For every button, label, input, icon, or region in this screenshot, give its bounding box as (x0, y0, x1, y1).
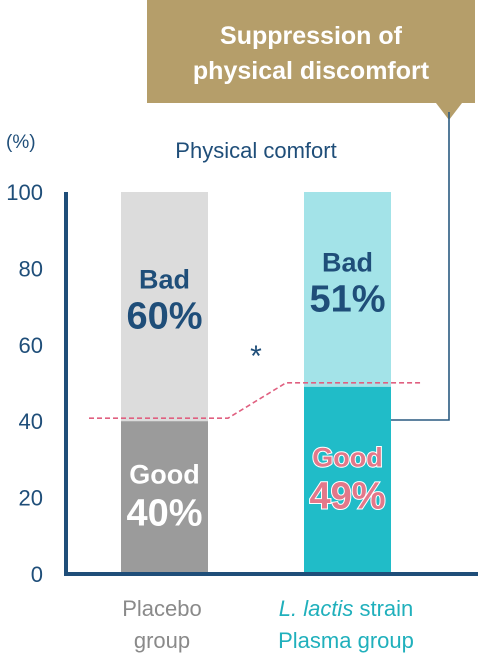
callout-box (147, 0, 475, 103)
chart-title: Physical comfort (175, 138, 336, 163)
y-tick-label: 60 (19, 333, 43, 358)
y-tick-label: 40 (19, 409, 43, 434)
y-axis-unit: (%) (6, 132, 36, 153)
callout-connector (380, 112, 450, 421)
bar-segment-bad (304, 192, 391, 387)
category-label-plasma-italic: L. lactis (279, 596, 354, 621)
category-label-placebo-line-1: Placebo (122, 596, 202, 621)
y-tick-label: 100 (6, 180, 43, 205)
bar-value-label-bad: 51% (309, 278, 385, 320)
bar-value-label-good: 49% (309, 475, 385, 517)
bar-segment-bad (121, 192, 208, 422)
y-tick-label: 0 (31, 562, 43, 587)
y-tick-label: 20 (19, 486, 43, 511)
bar-value-label-bad: 60% (126, 296, 202, 338)
category-label-plasma-line-1: L. lactis strain (279, 596, 414, 621)
y-tick-label: 80 (19, 256, 43, 281)
category-label-plasma-line-2: Plasma group (278, 628, 414, 653)
bar-series-label-good: Good (312, 442, 382, 472)
category-label-plasma-strain: strain (359, 596, 413, 621)
bar-segment-good (121, 421, 208, 574)
bar-series-label-good: Good (129, 460, 199, 490)
callout: Suppression of physical discomfort (147, 0, 475, 120)
callout-pointer (436, 103, 462, 120)
callout-line-1: Suppression of (220, 22, 403, 50)
bar-value-label-good: 40% (126, 493, 202, 535)
y-axis-ticks: 0 20 40 60 80 100 (6, 180, 43, 587)
bar-series-label-bad: Bad (139, 265, 190, 295)
callout-line-2: physical discomfort (193, 57, 430, 85)
bar-series-label-bad: Bad (322, 247, 373, 277)
significance-marker: * (250, 340, 262, 373)
comparison-dashed-line (89, 382, 423, 420)
category-label-placebo-line-2: group (134, 628, 190, 653)
bar-segment-good (304, 386, 391, 574)
